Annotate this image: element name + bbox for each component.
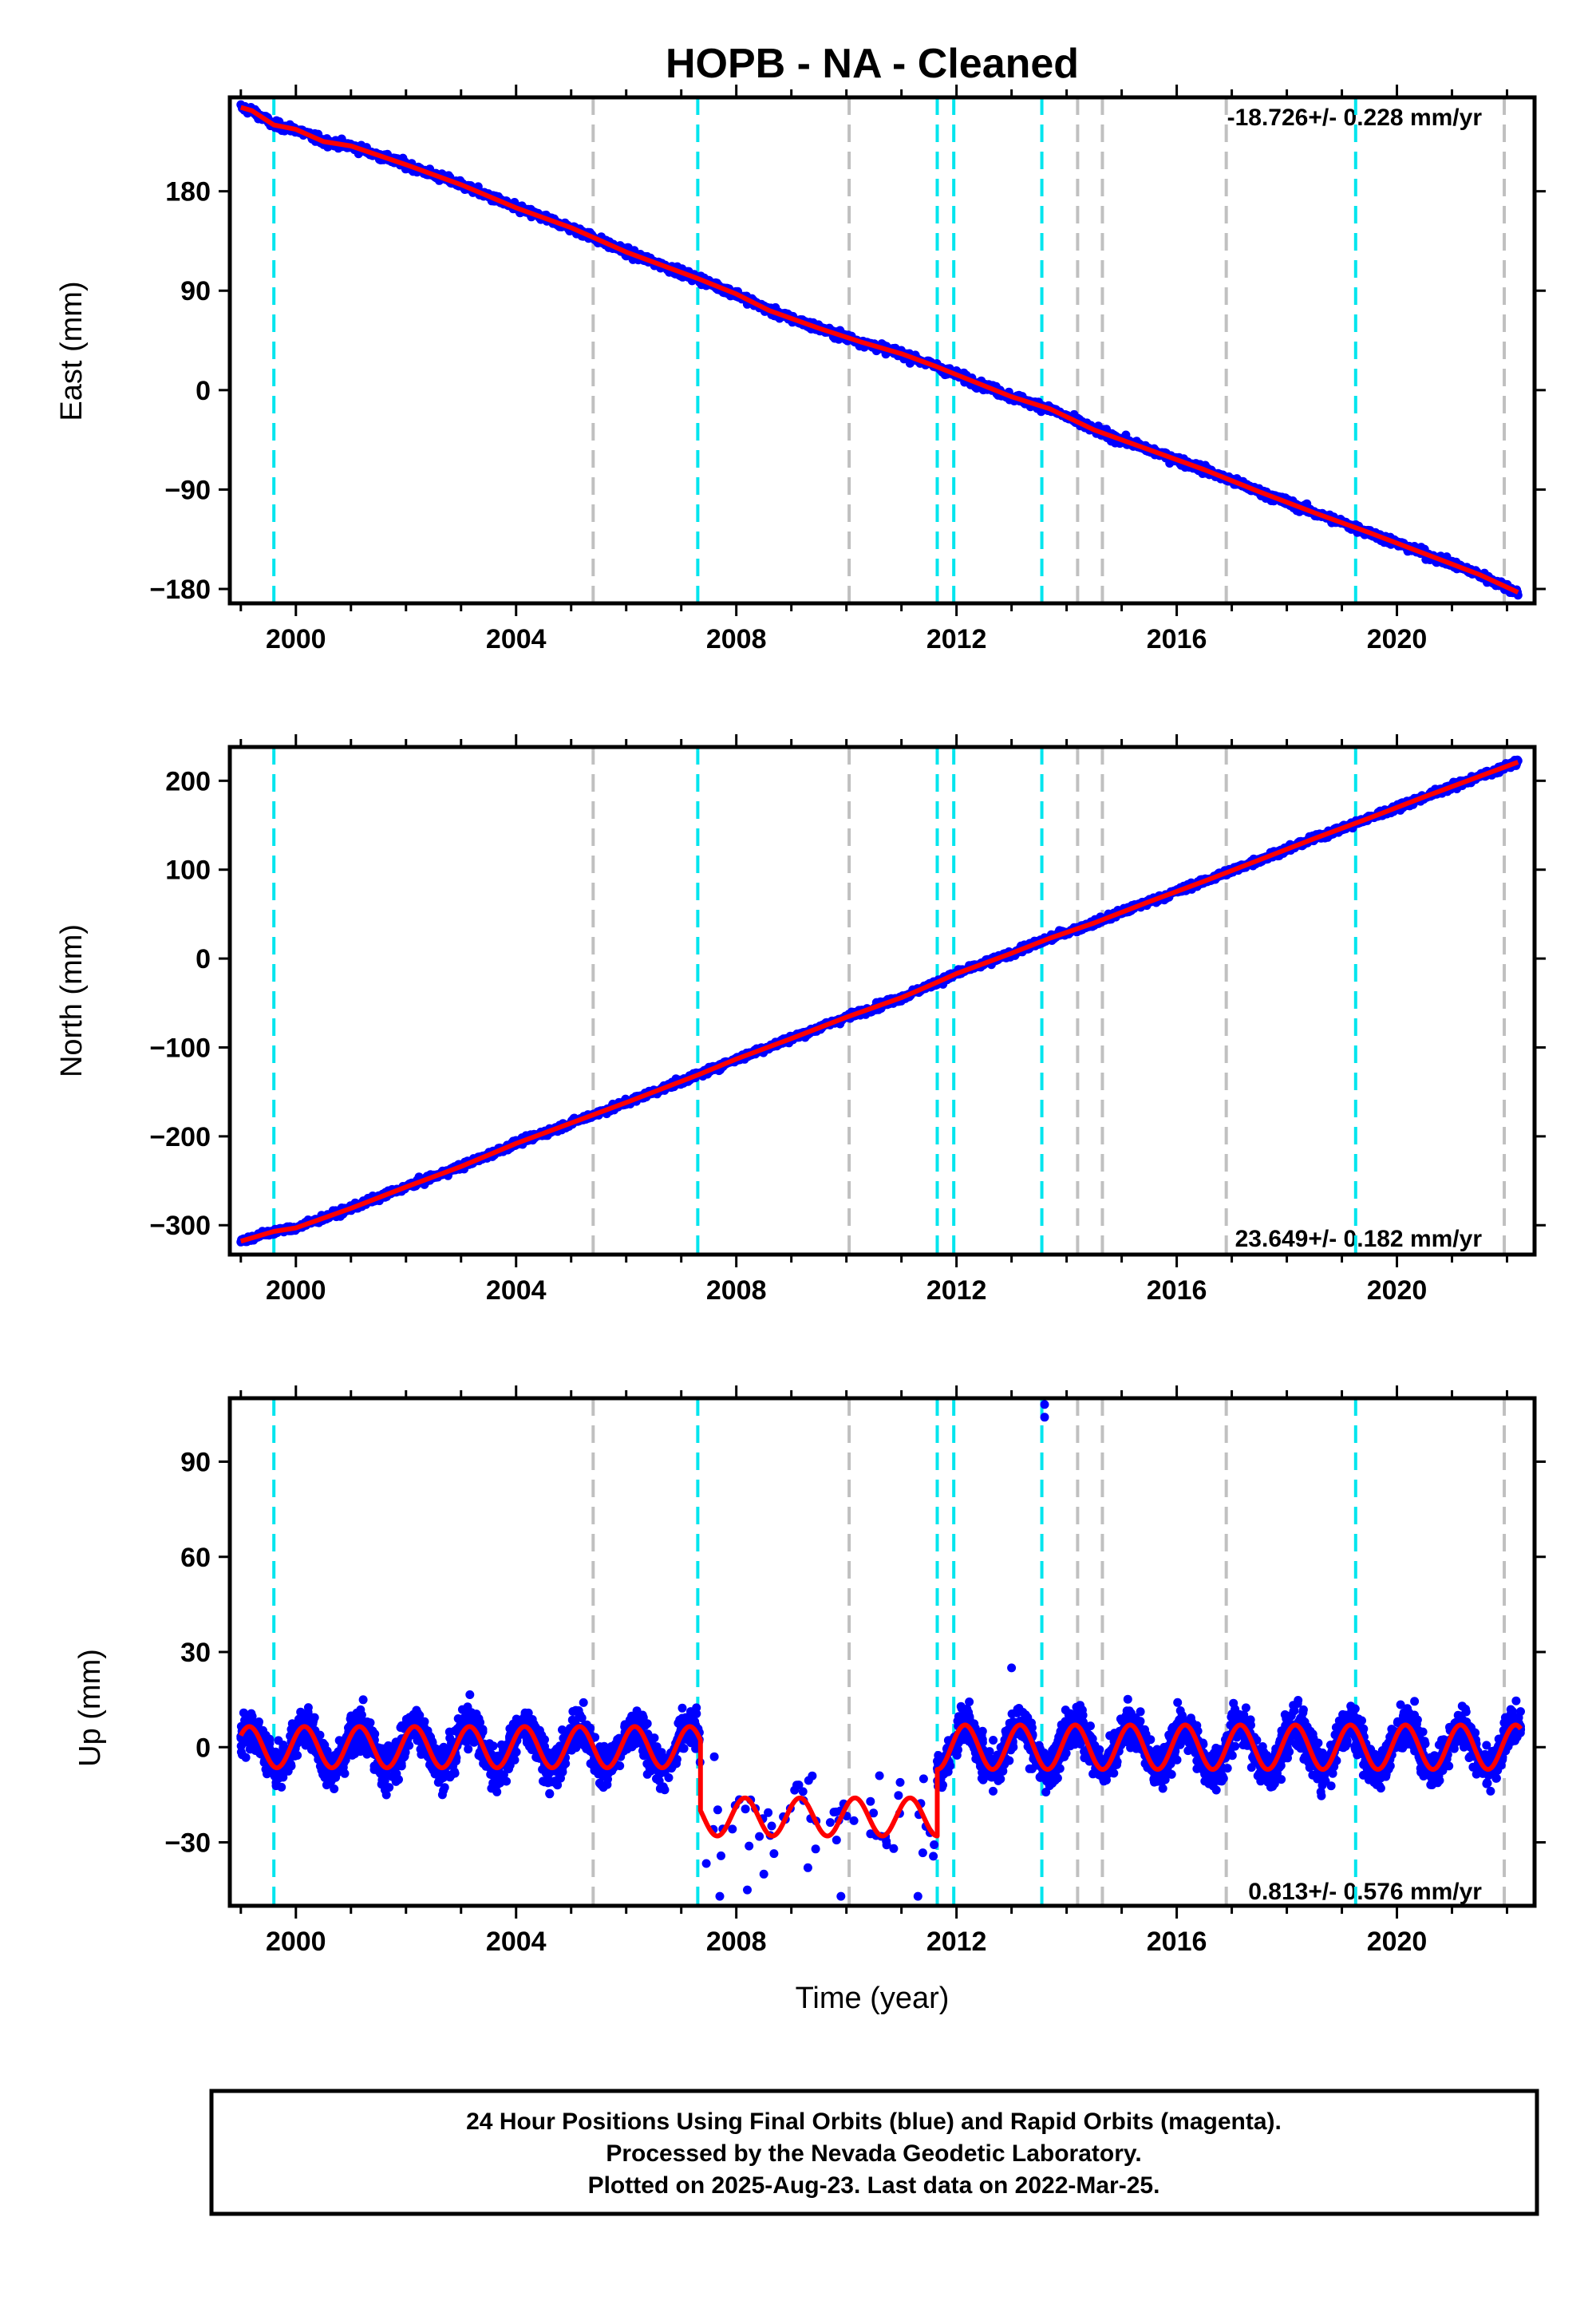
east-y-axis-label: East (mm)	[55, 281, 89, 421]
up-panel: Up (mm) 0.813+/- 0.576 mm/yr Time (year)…	[73, 1385, 1546, 2015]
north-panel: North (mm) 23.649+/- 0.182 mm/yr 200 100 0…	[55, 734, 1546, 1306]
north-rate-label: 23.649+/- 0.182 mm/yr	[1235, 1226, 1483, 1252]
y-tick-label: 90	[180, 276, 211, 306]
y-tick-label: −90	[164, 475, 211, 505]
y-tick-label: −180	[149, 575, 211, 605]
data-point	[330, 1784, 339, 1793]
x-tick-label: 2000	[266, 624, 326, 654]
model-line	[239, 105, 1519, 595]
event-lines	[272, 97, 1507, 603]
x-axis: 2000 2004 2008 2012 2016 2020	[239, 85, 1509, 654]
model-fit	[239, 105, 1519, 595]
chart-title: HOPB - NA - Cleaned	[666, 41, 1079, 87]
x-axis-label: Time (year)	[796, 1982, 950, 2015]
y-tick-label: −300	[149, 1211, 211, 1241]
data-point	[358, 1695, 368, 1705]
y-tick-label: 200	[165, 766, 211, 796]
x-tick-label: 2016	[1147, 1275, 1207, 1306]
up-y-axis-label: Up (mm)	[73, 1649, 107, 1767]
x-tick-label: 2000	[266, 1275, 326, 1306]
x-tick-label: 2020	[1367, 1275, 1428, 1306]
y-tick-label: 0	[196, 376, 211, 406]
x-tick-label: 2020	[1367, 624, 1428, 654]
y-tick-label: −100	[149, 1033, 211, 1063]
east-panel: East (mm) -18.726+/- 0.228 mm/yr 180900−…	[55, 85, 1546, 654]
event-lines	[272, 747, 1507, 1255]
x-axis: 2000 2004 2008 2012 2016 2020	[239, 734, 1509, 1306]
data-point	[579, 1697, 588, 1707]
x-tick-label: 2012	[926, 1275, 987, 1306]
data-points	[236, 1400, 1526, 1901]
x-tick-label: 2004	[486, 624, 547, 654]
y-tick-label: 0	[196, 944, 211, 974]
data-point	[381, 1790, 391, 1800]
x-tick-label: 2004	[486, 1275, 547, 1306]
data-points	[236, 755, 1523, 1247]
x-tick-label: 2008	[706, 1275, 767, 1306]
plot-frame	[227, 95, 1537, 606]
y-tick-label: 100	[165, 856, 211, 886]
north-y-axis-label: North (mm)	[55, 924, 89, 1077]
data-point	[402, 1715, 411, 1725]
data-point	[464, 1745, 473, 1754]
data-point	[655, 1784, 665, 1793]
x-tick-label: 2008	[706, 624, 767, 654]
y-tick-label: 180	[165, 177, 211, 207]
data-point	[465, 1690, 475, 1699]
x-tick-label: 2012	[926, 624, 987, 654]
y-tick-label: −200	[149, 1122, 211, 1152]
y-axis: 180 90 0 −90 −180	[149, 177, 1546, 605]
up-rate-label: 0.813+/- 0.576 mm/yr	[1248, 1879, 1482, 1905]
x-tick-label: 2016	[1147, 624, 1207, 654]
